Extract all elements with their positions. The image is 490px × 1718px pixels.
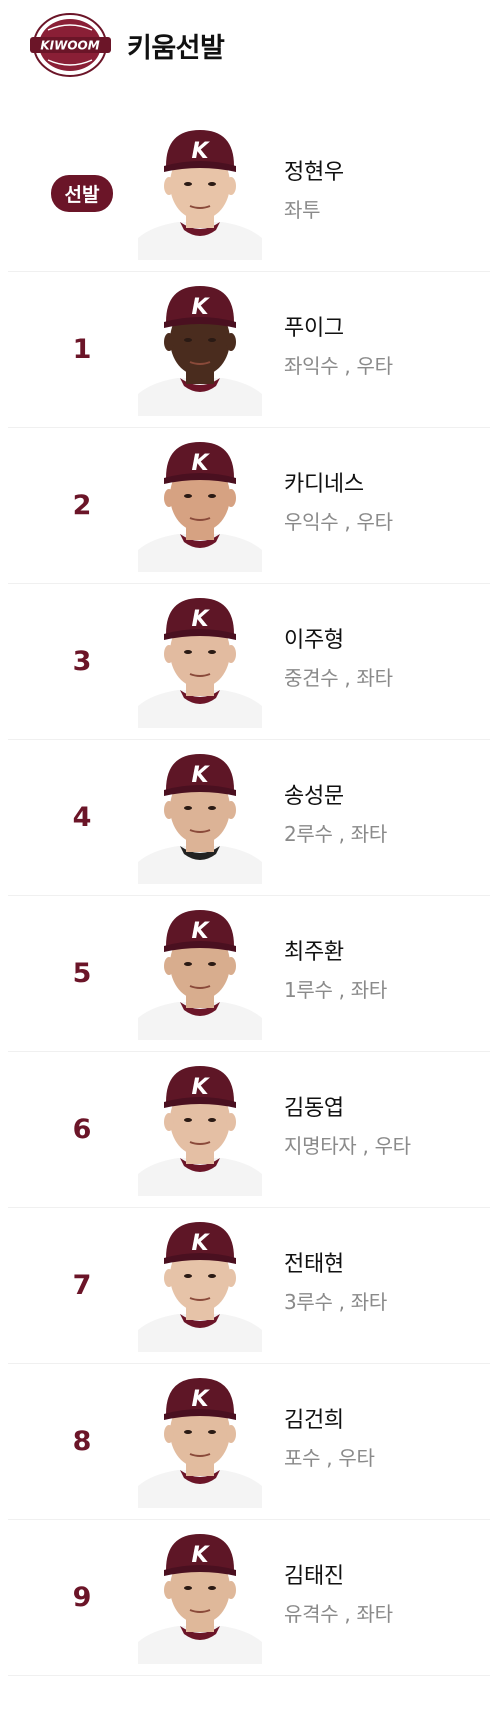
player-position: 3루수 , 좌타 <box>284 1290 387 1314</box>
player-info: 송성문 2루수 , 좌타 <box>284 778 387 847</box>
player-name: 김동엽 <box>284 1096 344 1121</box>
batting-order-number: 4 <box>72 802 92 833</box>
batting-order-cell: 6 <box>46 1052 118 1207</box>
player-name: 푸이그 <box>284 316 344 341</box>
player-name: 이주형 <box>284 628 344 653</box>
batting-order-cell: 2 <box>46 428 118 583</box>
player-info: 카디네스 우익수 , 우타 <box>284 466 393 535</box>
player-avatar-icon: K <box>138 1378 262 1508</box>
batting-order-cell: 8 <box>46 1364 118 1519</box>
player-name: 최주환 <box>284 940 344 965</box>
player-photo: K <box>138 282 262 416</box>
svg-text:KIWOOM: KIWOOM <box>40 39 99 53</box>
lineup-row-5[interactable]: 5 K <box>8 896 490 1052</box>
player-photo: K <box>138 750 262 884</box>
player-info: 김동엽 지명타자 , 우타 <box>284 1090 411 1159</box>
player-name: 송성문 <box>284 784 344 809</box>
batting-order-cell: 1 <box>46 272 118 427</box>
svg-text:K: K <box>191 451 210 476</box>
batting-order-number: 6 <box>72 1114 92 1145</box>
player-info: 전태현 3루수 , 좌타 <box>284 1246 387 1315</box>
player-info: 김태진 유격수 , 좌타 <box>284 1558 393 1627</box>
player-name: 전태현 <box>284 1252 344 1277</box>
player-avatar-icon: K <box>138 442 262 572</box>
player-photo: K <box>138 594 262 728</box>
player-name: 정현우 <box>284 160 344 185</box>
batting-order-cell: 7 <box>46 1208 118 1363</box>
player-position: 좌투 <box>284 198 321 222</box>
player-position: 2루수 , 좌타 <box>284 822 387 846</box>
batting-order-cell: 9 <box>46 1520 118 1675</box>
player-name: 김건희 <box>284 1408 344 1433</box>
svg-text:K: K <box>191 607 210 632</box>
player-info: 김건희 포수 , 우타 <box>284 1402 375 1471</box>
batting-order-cell: 5 <box>46 896 118 1051</box>
player-avatar-icon: K <box>138 754 262 884</box>
svg-text:K: K <box>191 763 210 788</box>
batting-order-number: 9 <box>72 1582 92 1613</box>
lineup-row-9[interactable]: 9 K <box>8 1520 490 1676</box>
player-photo: K <box>138 1374 262 1508</box>
player-info: 이주형 중견수 , 좌타 <box>284 622 393 691</box>
player-photo: K <box>138 1218 262 1352</box>
player-avatar-icon: K <box>138 130 262 260</box>
kiwoom-heroes-logo-icon: KIWOOM <box>30 13 111 77</box>
player-position: 중견수 , 좌타 <box>284 666 393 690</box>
lineup-row-8[interactable]: 8 K <box>8 1364 490 1520</box>
svg-text:K: K <box>191 1075 210 1100</box>
player-info: 정현우 좌투 <box>284 154 344 223</box>
player-avatar-icon: K <box>138 1066 262 1196</box>
lineup-list: 선발 K <box>8 116 490 1676</box>
player-position: 유격수 , 좌타 <box>284 1602 393 1626</box>
player-avatar-icon: K <box>138 598 262 728</box>
player-photo: K <box>138 1530 262 1664</box>
player-position: 좌익수 , 우타 <box>284 354 393 378</box>
header: KIWOOM 키움선발 <box>28 12 225 78</box>
lineup-row-6[interactable]: 6 K <box>8 1052 490 1208</box>
batting-order-number: 1 <box>72 334 92 365</box>
player-avatar-icon: K <box>138 1534 262 1664</box>
batting-order-cell: 3 <box>46 584 118 739</box>
batting-order-number: 2 <box>72 490 92 521</box>
player-info: 푸이그 좌익수 , 우타 <box>284 310 393 379</box>
batting-order-number: 8 <box>72 1426 92 1457</box>
player-photo: K <box>138 126 262 260</box>
player-avatar-icon: K <box>138 286 262 416</box>
player-info: 최주환 1루수 , 좌타 <box>284 934 387 1003</box>
svg-text:K: K <box>191 139 210 164</box>
lineup-row-7[interactable]: 7 K <box>8 1208 490 1364</box>
starter-badge: 선발 <box>50 175 114 212</box>
batting-order-number: 7 <box>72 1270 92 1301</box>
player-photo: K <box>138 1062 262 1196</box>
player-name: 카디네스 <box>284 472 364 497</box>
lineup-row-3[interactable]: 3 K <box>8 584 490 740</box>
player-position: 우익수 , 우타 <box>284 510 393 534</box>
lineup-row-0[interactable]: 선발 K <box>8 116 490 272</box>
svg-text:K: K <box>191 1231 210 1256</box>
svg-text:K: K <box>191 295 210 320</box>
player-photo: K <box>138 906 262 1040</box>
batting-order-cell: 4 <box>46 740 118 895</box>
player-avatar-icon: K <box>138 1222 262 1352</box>
svg-text:K: K <box>191 1543 210 1568</box>
lineup-row-4[interactable]: 4 K <box>8 740 490 896</box>
batting-order-number: 3 <box>72 646 92 677</box>
svg-text:K: K <box>191 919 210 944</box>
player-position: 포수 , 우타 <box>284 1446 375 1470</box>
lineup-row-2[interactable]: 2 K <box>8 428 490 584</box>
lineup-row-1[interactable]: 1 K <box>8 272 490 428</box>
svg-text:K: K <box>191 1387 210 1412</box>
player-name: 김태진 <box>284 1564 344 1589</box>
team-title: 키움선발 <box>127 32 225 64</box>
player-position: 지명타자 , 우타 <box>284 1134 411 1158</box>
batting-order-number: 5 <box>72 958 92 989</box>
player-photo: K <box>138 438 262 572</box>
player-avatar-icon: K <box>138 910 262 1040</box>
player-position: 1루수 , 좌타 <box>284 978 387 1002</box>
batting-order-cell: 선발 <box>46 116 118 271</box>
